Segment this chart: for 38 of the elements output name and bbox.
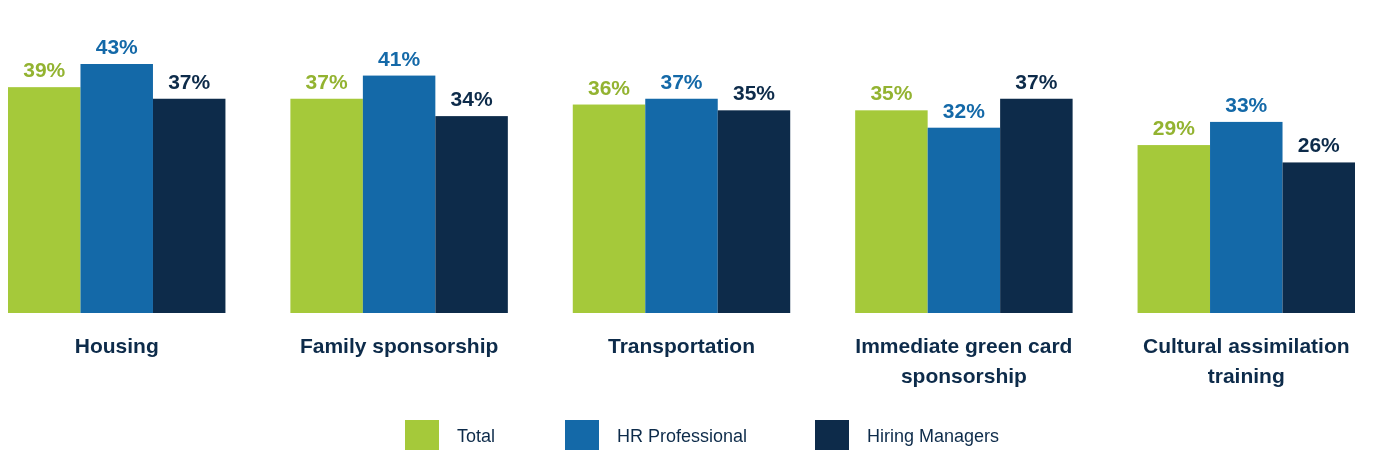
bar: [1210, 121, 1283, 313]
bar: [362, 75, 436, 313]
data-label: 37%: [660, 69, 703, 93]
data-label: 29%: [1152, 116, 1196, 140]
bar: [572, 104, 646, 313]
data-label: 26%: [1297, 133, 1341, 157]
bar: [435, 116, 508, 313]
bar: [927, 127, 1001, 313]
data-label: 35%: [732, 81, 776, 105]
bar: [1282, 162, 1355, 313]
legend-label: HR Professional: [617, 426, 748, 446]
data-label: 36%: [588, 75, 631, 99]
bar: [8, 87, 81, 313]
x-tick-label: Immediate green card sponsorship: [855, 334, 1073, 387]
data-label: 37%: [168, 69, 211, 93]
x-tick-label: Family sponsorship: [299, 334, 499, 357]
data-label: 34%: [450, 87, 493, 111]
bar: [80, 64, 153, 313]
bar: [152, 98, 226, 313]
data-label: 32%: [942, 98, 986, 122]
bar: [290, 98, 363, 313]
bar: [1000, 98, 1073, 313]
data-label: 39%: [23, 58, 66, 82]
bar: [855, 110, 928, 313]
bar: [1137, 145, 1211, 313]
bar: [645, 98, 718, 313]
bar: [717, 110, 791, 313]
data-label: 35%: [870, 81, 913, 105]
x-tick-label: Transportation: [607, 334, 756, 357]
data-label: 41%: [378, 46, 421, 70]
legend-label: Total: [457, 426, 496, 446]
data-label: 37%: [305, 69, 348, 93]
legend-label: Hiring Managers: [867, 426, 1000, 446]
x-tick-label: Cultural assimilation training: [1143, 334, 1350, 387]
data-label: 43%: [95, 35, 139, 58]
data-label: 33%: [1225, 92, 1268, 116]
x-tick-label: Housing: [74, 334, 159, 357]
data-label: 37%: [1015, 69, 1058, 93]
